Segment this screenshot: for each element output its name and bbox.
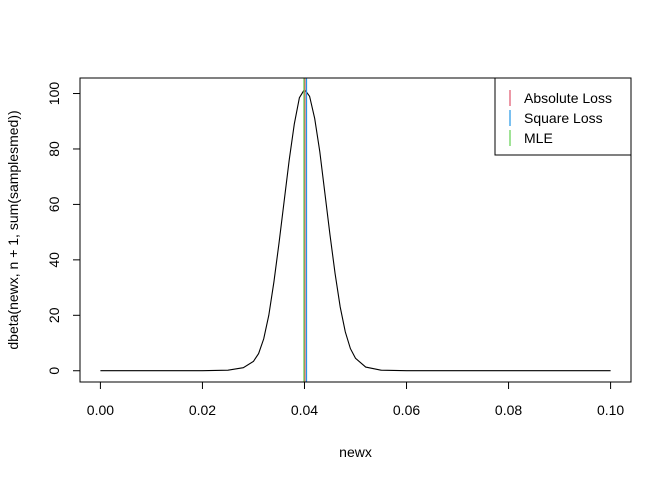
plot-box bbox=[79, 77, 632, 383]
x-tick-label: 0.10 bbox=[597, 402, 624, 418]
x-tick-label: 0.06 bbox=[393, 402, 420, 418]
y-tick-label: 40 bbox=[46, 252, 62, 268]
legend-label: Absolute Loss bbox=[524, 90, 612, 106]
y-tick-label: 80 bbox=[46, 141, 62, 157]
y-tick-label: 0 bbox=[46, 367, 62, 375]
y-tick-label: 60 bbox=[46, 196, 62, 212]
x-tick-label: 0.04 bbox=[291, 402, 318, 418]
x-tick-label: 0.00 bbox=[87, 402, 114, 418]
x-tick-label: 0.02 bbox=[189, 402, 216, 418]
y-tick-label: 100 bbox=[46, 82, 62, 106]
legend: Absolute Loss Square Loss MLE bbox=[494, 77, 632, 156]
legend-box bbox=[494, 77, 632, 156]
x-axis-label: newx bbox=[339, 444, 372, 460]
legend-label: Square Loss bbox=[524, 110, 603, 126]
vertical-lines bbox=[303, 78, 308, 382]
legend-label: MLE bbox=[524, 130, 553, 146]
y-tick-label: 20 bbox=[46, 307, 62, 323]
x-tick-label: 0.08 bbox=[495, 402, 522, 418]
y-axis-label: dbeta(newx, n + 1, sum(samplesmed)) bbox=[5, 110, 21, 349]
